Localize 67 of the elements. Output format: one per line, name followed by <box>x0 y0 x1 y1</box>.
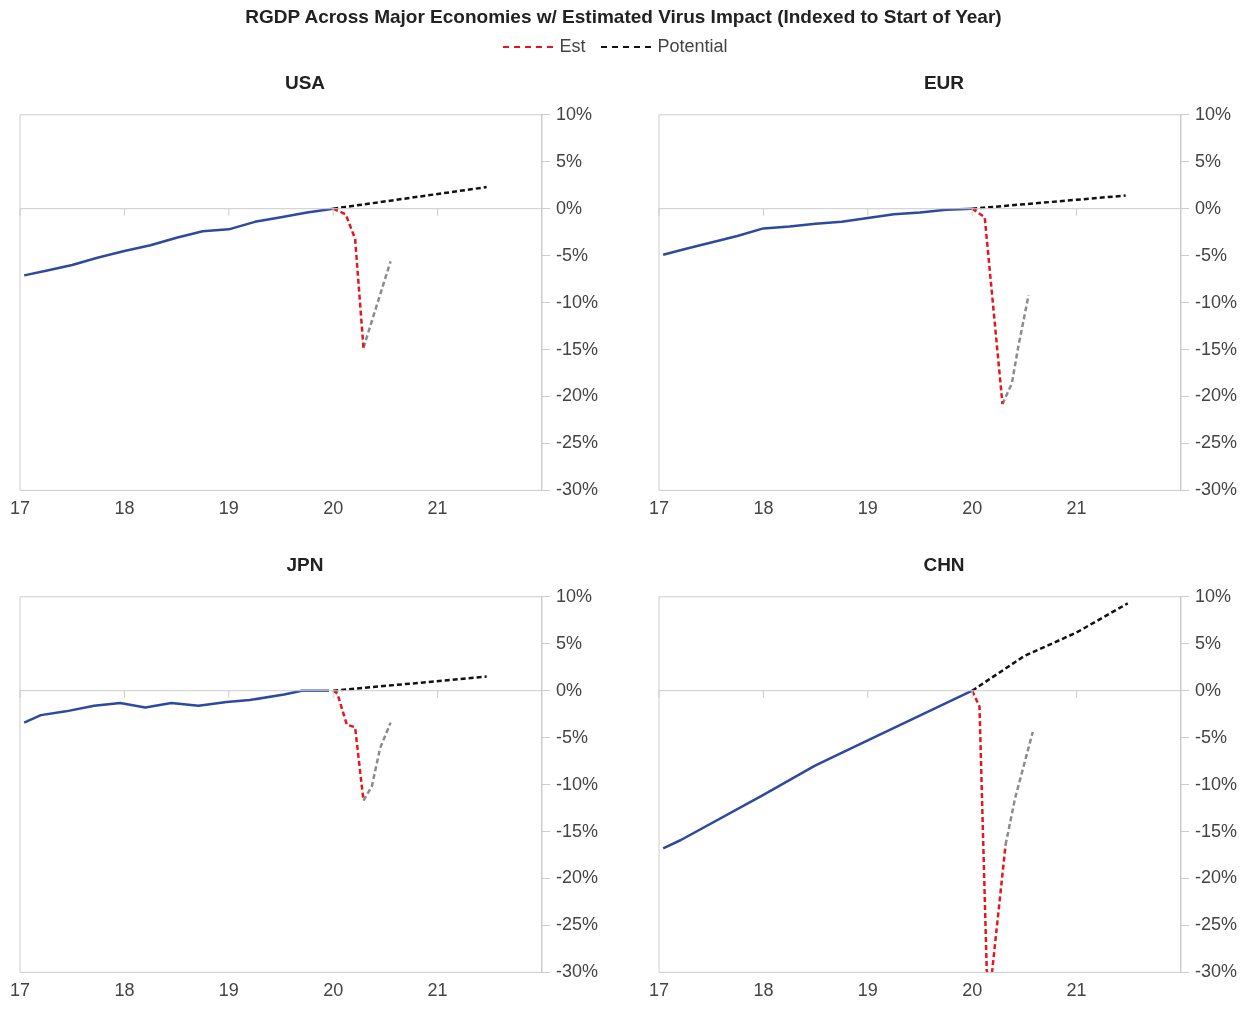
line-series <box>362 721 392 802</box>
y-tick-label: -25% <box>555 914 599 935</box>
y-tick-label: 0% <box>1194 197 1221 218</box>
x-tick-label: 21 <box>1066 980 1087 1001</box>
y-tick-label: -20% <box>555 385 599 406</box>
x-tick-label: 19 <box>857 498 878 519</box>
x-tick-label: 19 <box>218 498 239 519</box>
x-tick-label: 21 <box>427 498 448 519</box>
x-tick-label: 21 <box>427 980 448 1001</box>
x-tick-label: 20 <box>962 980 983 1001</box>
legend-label: Potential <box>657 36 728 56</box>
x-tick-label: 20 <box>323 980 344 1001</box>
x-tick-label: 18 <box>114 980 135 1001</box>
y-tick-label: 0% <box>555 679 582 700</box>
chart-title: USA <box>283 72 327 95</box>
chart-title: JPN <box>285 554 325 577</box>
x-tick-label: 20 <box>323 498 344 519</box>
y-tick-label: -15% <box>555 338 599 359</box>
x-tick-label: 19 <box>218 980 239 1001</box>
y-tick-label: 5% <box>1194 632 1221 653</box>
chart-title: EUR <box>922 72 966 95</box>
y-tick-label: -10% <box>555 773 599 794</box>
x-tick-label: 17 <box>648 980 670 1001</box>
y-tick-label: 5% <box>1194 150 1221 171</box>
y-tick-label: 10% <box>1194 585 1232 606</box>
x-tick-label: 17 <box>648 498 670 519</box>
y-tick-label: -25% <box>1194 914 1238 935</box>
y-tick-label: 10% <box>555 103 593 124</box>
y-tick-label: -20% <box>555 867 599 888</box>
y-tick-label: -5% <box>1194 726 1227 747</box>
chart-title: CHN <box>922 554 966 577</box>
y-tick-label: 10% <box>1194 103 1232 124</box>
x-tick-label: 20 <box>962 498 983 519</box>
y-tick-label: -30% <box>1194 479 1238 500</box>
y-tick-label: -5% <box>1194 244 1227 265</box>
y-tick-label: -10% <box>1194 291 1238 312</box>
x-tick-label: 17 <box>9 498 31 519</box>
y-tick-label: 0% <box>1194 679 1221 700</box>
y-tick-label: 10% <box>555 585 593 606</box>
y-tick-label: -15% <box>555 820 599 841</box>
y-tick-label: -10% <box>555 291 599 312</box>
y-tick-label: -15% <box>1194 338 1238 359</box>
x-tick-label: 18 <box>753 498 774 519</box>
y-tick-label: -30% <box>555 961 599 982</box>
line-series <box>331 207 365 349</box>
y-tick-label: -5% <box>555 726 588 747</box>
y-tick-label: -25% <box>1194 432 1238 453</box>
y-tick-label: -10% <box>1194 773 1238 794</box>
x-tick-label: 19 <box>857 980 878 1001</box>
y-tick-label: -30% <box>1194 961 1238 982</box>
x-tick-label: 18 <box>753 980 774 1001</box>
y-tick-label: -20% <box>1194 867 1238 888</box>
y-tick-label: 5% <box>555 632 582 653</box>
y-tick-label: -15% <box>1194 820 1238 841</box>
x-tick-label: 21 <box>1066 498 1087 519</box>
text: RGDP Across Major Economies w/ Estimated Virus Impact (Indexed to Start of Year) <box>244 6 1003 28</box>
y-tick-label: -30% <box>555 479 599 500</box>
line-series <box>970 602 1129 692</box>
y-tick-label: -5% <box>555 244 588 265</box>
legend-label: Est <box>559 36 586 56</box>
y-tick-label: 0% <box>555 197 582 218</box>
x-tick-label: 17 <box>9 980 31 1001</box>
x-tick-label: 18 <box>114 498 135 519</box>
y-tick-label: -20% <box>1194 385 1238 406</box>
y-tick-label: -25% <box>555 432 599 453</box>
y-tick-label: 5% <box>555 150 582 171</box>
line-series <box>970 689 1007 973</box>
